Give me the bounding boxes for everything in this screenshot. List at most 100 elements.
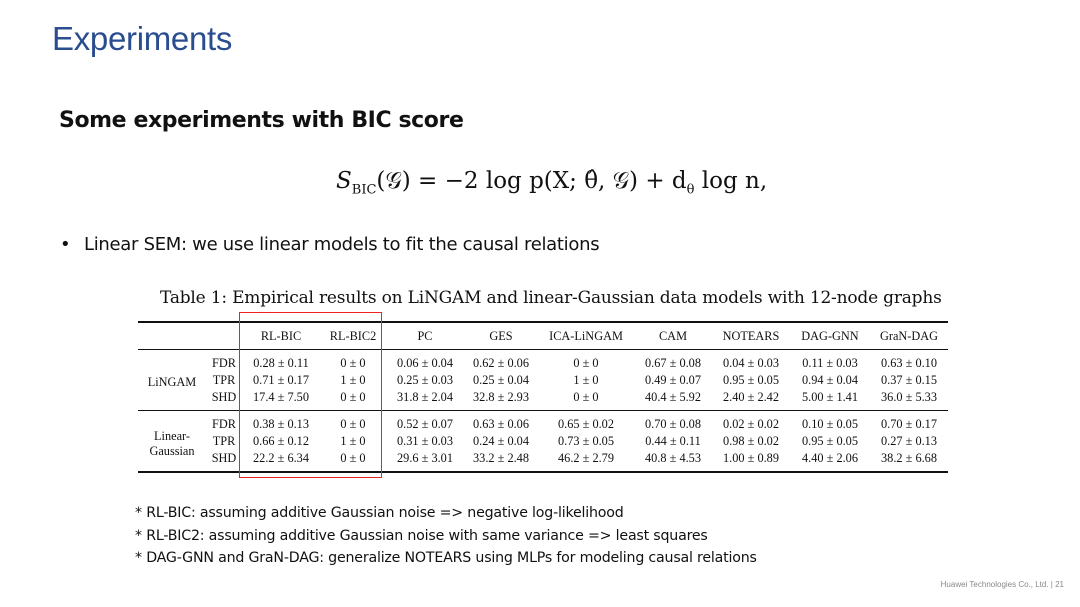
table-cell: 0.11 ± 0.03	[802, 356, 858, 370]
table-cell: 5.00 ± 1.41	[802, 390, 858, 404]
table-cell: 4.40 ± 2.06	[802, 451, 858, 465]
group-label: Linear- Gaussian	[138, 411, 206, 473]
table-cell: 0.70 ± 0.17	[881, 417, 937, 431]
table-cell: 0.63 ± 0.10	[881, 356, 937, 370]
header-gran-dag: GraN-DAG	[879, 328, 939, 343]
header-empty-group	[138, 322, 206, 350]
table-cell: 38.2 ± 6.68	[881, 451, 937, 465]
table-cell: 2.40 ± 2.42	[723, 390, 779, 404]
group-label-line2: Gaussian	[149, 443, 195, 458]
table-row: Linear- Gaussian FDR 0.38 ± 0.13 0 ± 0 0.…	[138, 411, 948, 458]
table-row: SHD 22.2 ± 6.34 0 ± 0 29.6 ± 3.01 33.2 ±…	[138, 450, 948, 472]
bullet-text: Linear SEM: we use linear models to fit …	[84, 234, 600, 255]
table-cell: 1 ± 0	[573, 373, 599, 387]
rl-bic-highlight-box	[239, 312, 382, 478]
table-cell: 0 ± 0	[573, 356, 599, 370]
table-cell: 0.71 ± 0.17	[253, 373, 309, 387]
table-cell: 0.94 ± 0.04	[802, 373, 858, 387]
table-cell: 0.95 ± 0.05	[723, 373, 779, 387]
table-cell: 29.6 ± 3.01	[397, 451, 453, 465]
table-cell: 0.31 ± 0.03	[397, 434, 453, 448]
table-cell: 0.49 ± 0.07	[645, 373, 701, 387]
table-header-row: RL-BIC RL-BIC2 PC GES ICA-LiNGAM CAM NOT…	[138, 322, 948, 350]
table-row: LiNGAM FDR 0.28 ± 0.11 0 ± 0 0.06 ± 0.04…	[138, 350, 948, 389]
metric-label: SHD	[211, 390, 237, 404]
table-cell: 0 ± 0	[573, 390, 599, 404]
metric-label: TPR	[212, 434, 236, 448]
note-item: * DAG-GNN and GraN-DAG: generalize NOTEA…	[135, 550, 757, 566]
group-linear-gaussian: Linear- Gaussian FDR 0.38 ± 0.13 0 ± 0 0.…	[138, 410, 948, 472]
table-cell: 0.10 ± 0.05	[802, 417, 858, 431]
formula-rhs-tail: log n,	[694, 168, 768, 194]
table-cell: 0.02 ± 0.02	[723, 417, 779, 431]
header-rl-bic2: RL-BIC2	[329, 328, 377, 343]
formula-rhs-sub: θ	[686, 182, 695, 198]
table-cell: 1.00 ± 0.89	[723, 451, 779, 465]
table-cell: 0.27 ± 0.13	[881, 434, 937, 448]
table-cell: 31.8 ± 2.04	[397, 390, 453, 404]
table-cell: 0.70 ± 0.08	[645, 417, 701, 431]
table-cell: 40.4 ± 5.92	[645, 390, 701, 404]
table-cell: 0.67 ± 0.08	[645, 356, 701, 370]
formula-lhs-symbol: S	[336, 168, 352, 194]
table-cell: 0.25 ± 0.03	[397, 373, 453, 387]
table-cell: 0.95 ± 0.05	[802, 434, 858, 448]
notes-list: * RL-BIC: assuming additive Gaussian noi…	[135, 502, 757, 570]
table-cell: 0.98 ± 0.02	[723, 434, 779, 448]
table-row: SHD 17.4 ± 7.50 0 ± 0 31.8 ± 2.04 32.8 ±…	[138, 389, 948, 411]
table-cell: 0.66 ± 0.12	[253, 434, 309, 448]
header-ges: GES	[489, 328, 513, 343]
slide-footer: Huawei Technologies Co., Ltd. | 21	[940, 580, 1064, 589]
header-cam: CAM	[658, 328, 688, 343]
bullet-item: • Linear SEM: we use linear models to fit…	[60, 234, 600, 255]
table-cell: 0 ± 0	[340, 390, 366, 404]
header-ica-lingam: ICA-LiNGAM	[549, 328, 623, 343]
table-cell: 0.04 ± 0.03	[723, 356, 779, 370]
note-item: * RL-BIC2: assuming additive Gaussian no…	[135, 527, 708, 544]
formula-lhs-sub: BIC	[351, 182, 377, 198]
group-label-line1: LiNGAM	[147, 375, 197, 389]
table-cell: 0.73 ± 0.05	[558, 434, 614, 448]
table-cell: 17.4 ± 7.50	[253, 390, 309, 404]
table-caption: Table 1: Empirical results on LiNGAM and…	[160, 288, 942, 308]
table-cell: 0.62 ± 0.06	[473, 356, 529, 370]
group-label-line1: Linear-	[154, 428, 190, 443]
metric-label: FDR	[212, 356, 236, 370]
table-cell: 0.37 ± 0.15	[881, 373, 937, 387]
table-cell: 22.2 ± 6.34	[253, 451, 309, 465]
table-cell: 0.25 ± 0.04	[473, 373, 529, 387]
table-cell: 0.38 ± 0.13	[253, 417, 309, 431]
header-notears: NOTEARS	[722, 328, 780, 343]
table-row: TPR 0.66 ± 0.12 1 ± 0 0.31 ± 0.03 0.24 ±…	[138, 433, 948, 450]
table-cell: 46.2 ± 2.79	[558, 451, 614, 465]
table-cell: 0 ± 0	[340, 356, 366, 370]
header-dag-gnn: DAG-GNN	[801, 328, 859, 343]
table-cell: 0.24 ± 0.04	[473, 434, 529, 448]
table-cell: 0.65 ± 0.02	[558, 417, 614, 431]
note-item: * RL-BIC: assuming additive Gaussian noi…	[135, 505, 624, 521]
table-cell: 1 ± 0	[340, 373, 366, 387]
group-lingam: LiNGAM FDR 0.28 ± 0.11 0 ± 0 0.06 ± 0.04…	[138, 350, 948, 411]
bic-formula: SBIC(𝒢) = −2 log p(X; θ̂, 𝒢) + dθ log n,	[336, 168, 767, 198]
metric-label: TPR	[212, 373, 236, 387]
formula-lhs-arg: (𝒢) =	[376, 168, 445, 194]
metric-label: SHD	[211, 451, 237, 465]
header-rl-bic: RL-BIC	[260, 328, 302, 343]
table-cell: 36.0 ± 5.33	[881, 390, 937, 404]
header-pc: PC	[417, 328, 433, 343]
table-cell: 0.63 ± 0.06	[473, 417, 529, 431]
results-table: RL-BIC RL-BIC2 PC GES ICA-LiNGAM CAM NOT…	[138, 321, 948, 473]
table-cell: 33.2 ± 2.48	[473, 451, 529, 465]
bullet-dot-icon: •	[60, 234, 71, 255]
formula-rhs: −2 log p(X; θ̂, 𝒢) + d	[444, 168, 687, 194]
table-cell: 0.28 ± 0.11	[253, 356, 309, 370]
table-cell: 32.8 ± 2.93	[473, 390, 529, 404]
table-cell: 40.8 ± 4.53	[645, 451, 701, 465]
table-cell: 0.52 ± 0.07	[397, 417, 453, 431]
header-empty-metric	[206, 322, 242, 350]
metric-label: FDR	[212, 417, 236, 431]
table-cell: 0.06 ± 0.04	[397, 356, 453, 370]
slide-subtitle: Some experiments with BIC score	[59, 108, 464, 133]
table-cell: 0.44 ± 0.11	[645, 434, 701, 448]
table-cell: 0 ± 0	[340, 451, 366, 465]
